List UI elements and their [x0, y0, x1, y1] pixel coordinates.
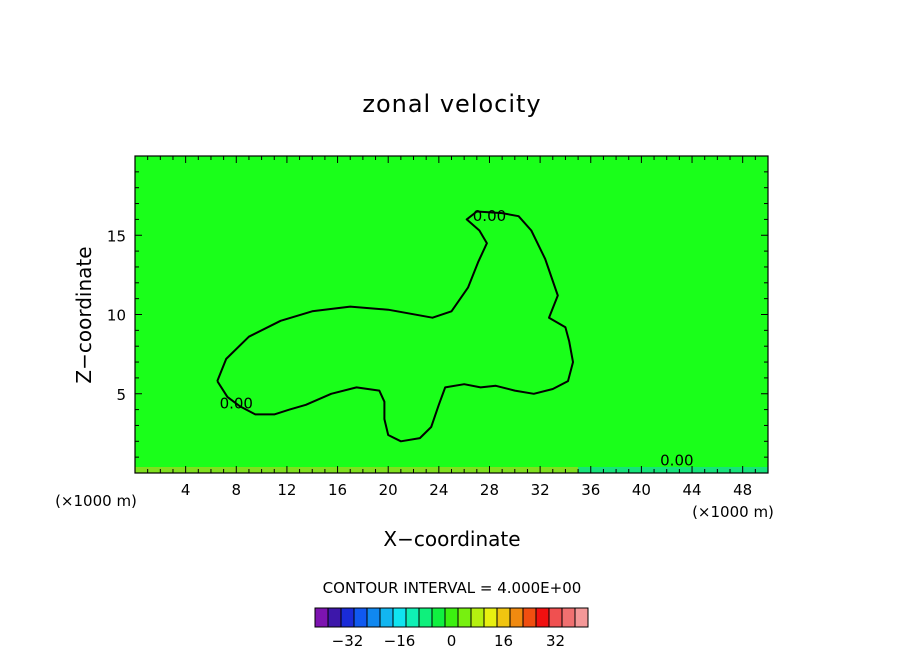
- contour-labels: 0.00 0.00 0.00: [220, 207, 694, 469]
- colorbar-swatch-10: [444, 607, 459, 628]
- x-tick-label-2: 12: [277, 481, 296, 499]
- boundary-band-0: [135, 467, 579, 473]
- colorbar-swatch-14: [496, 607, 511, 628]
- colorbar-title: CONTOUR INTERVAL = 4.000E+00: [323, 579, 582, 597]
- colorbar-swatch-13: [483, 607, 498, 628]
- colorbar-swatch-19: [561, 607, 576, 628]
- colorbar-tick-label-3: 16: [494, 632, 513, 650]
- colorbar-swatch-18: [548, 607, 563, 628]
- colorbar-swatch-9: [431, 607, 446, 628]
- colorbar-swatch-2: [340, 607, 355, 628]
- x-tick-labels: 4 8 12 16 20 24 28 32 36 40 44 48: [181, 481, 752, 499]
- colorbar-tick-label-2: 0: [447, 632, 457, 650]
- y-tick-labels: 5 10 15: [107, 227, 126, 404]
- colorbar-tick-label-1: −16: [384, 632, 416, 650]
- x-unit-left: (×1000 m): [55, 492, 137, 510]
- x-axis-label: X−coordinate: [383, 527, 520, 551]
- x-tick-label-5: 24: [429, 481, 448, 499]
- colorbar-tick-labels: −32 −16 0 16 32: [332, 632, 565, 650]
- colorbar-swatch-1: [327, 607, 342, 628]
- colorbar-swatch-0: [314, 607, 329, 628]
- contour-lines: [216, 210, 574, 443]
- x-tick-label-6: 28: [480, 481, 499, 499]
- x-tick-label-1: 8: [232, 481, 242, 499]
- colorbar-tick-label-0: −32: [332, 632, 364, 650]
- x-tick-label-9: 40: [632, 481, 651, 499]
- x-tick-label-11: 48: [733, 481, 752, 499]
- colorbar: [314, 607, 589, 628]
- x-unit-right: (×1000 m): [692, 503, 774, 521]
- colorbar-swatch-3: [353, 607, 368, 628]
- colorbar-swatch-11: [457, 607, 472, 628]
- axis-ticks: [135, 156, 768, 473]
- contour-label-0: 0.00: [473, 207, 506, 225]
- y-axis-label: Z−coordinate: [72, 246, 96, 383]
- colorbar-swatch-17: [535, 607, 550, 628]
- colorbar-swatch-8: [418, 607, 433, 628]
- lower-boundary-bands: [135, 467, 768, 473]
- y-tick-label-2: 15: [107, 227, 126, 245]
- y-tick-label-1: 10: [107, 307, 126, 325]
- x-tick-label-10: 44: [682, 481, 701, 499]
- y-tick-label-0: 5: [116, 386, 126, 404]
- contour-label-1: 0.00: [220, 394, 253, 412]
- boundary-band-1: [578, 467, 768, 473]
- colorbar-swatch-15: [509, 607, 524, 628]
- colorbar-swatch-5: [379, 607, 394, 628]
- contour-label-2: 0.00: [660, 451, 693, 469]
- colorbar-tick-label-4: 32: [546, 632, 565, 650]
- x-tick-label-4: 20: [379, 481, 398, 499]
- colorbar-swatch-6: [392, 607, 407, 628]
- plot-area-fill: [135, 156, 768, 473]
- x-tick-label-3: 16: [328, 481, 347, 499]
- colorbar-swatch-20: [574, 607, 589, 628]
- x-tick-label-0: 4: [181, 481, 191, 499]
- colorbar-swatch-7: [405, 607, 420, 628]
- zero-contour-line: [216, 210, 574, 443]
- x-tick-label-7: 32: [531, 481, 550, 499]
- colorbar-swatch-4: [366, 607, 381, 628]
- x-tick-label-8: 36: [581, 481, 600, 499]
- colorbar-swatch-16: [522, 607, 537, 628]
- chart-title: zonal velocity: [362, 90, 541, 118]
- colorbar-swatch-12: [470, 607, 485, 628]
